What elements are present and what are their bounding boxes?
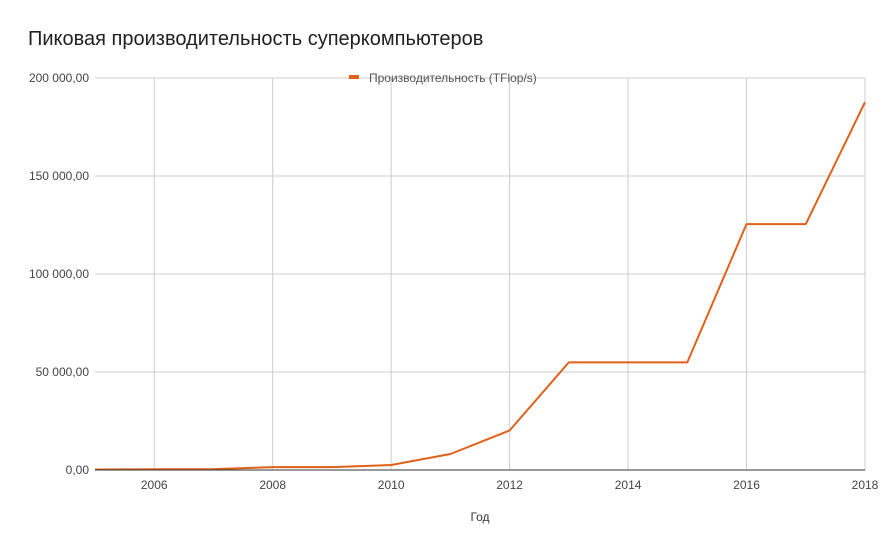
y-tick-label: 0,00 (66, 463, 90, 477)
x-tick-label: 2016 (733, 478, 760, 492)
x-tick-label: 2014 (615, 478, 642, 492)
series-group (94, 101, 866, 471)
x-axis-ticks: 2006 2008 2010 2012 2014 2016 2018 (141, 478, 879, 492)
y-tick-label: 50 000,00 (36, 365, 90, 379)
chart-title: Пиковая производительность суперкомпьюте… (28, 28, 484, 50)
x-tick-label: 2018 (852, 478, 879, 492)
x-tick-label: 2012 (496, 478, 523, 492)
y-tick-label: 100 000,00 (29, 267, 89, 281)
y-axis-ticks: 0,00 50 000,00 100 000,00 150 000,00 200 000… (29, 71, 89, 477)
x-tick-label: 2010 (378, 478, 405, 492)
x-tick-label: 2008 (259, 478, 286, 492)
legend-swatch (349, 75, 359, 79)
y-tick-label: 200 000,00 (29, 71, 89, 85)
y-tick-label: 150 000,00 (29, 169, 89, 183)
legend: Производительность (TFlop/s) (349, 71, 537, 85)
x-axis-title: Год (470, 510, 489, 524)
grid-lines (95, 77, 866, 470)
legend-label: Производительность (TFlop/s) (369, 71, 537, 85)
x-tick-label: 2006 (141, 478, 168, 492)
series-line (94, 101, 866, 471)
